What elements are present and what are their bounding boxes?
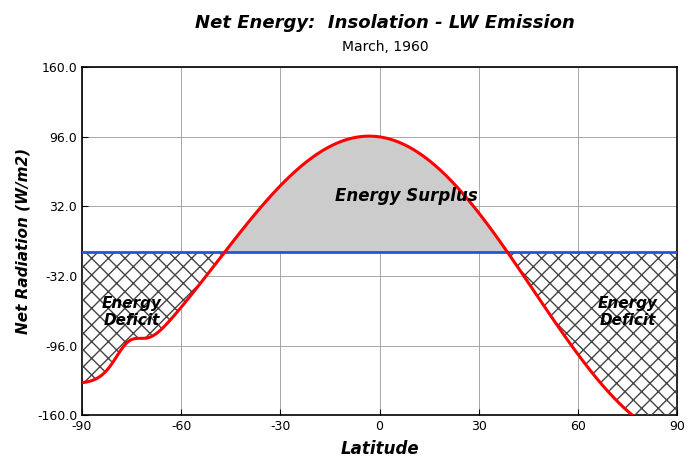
Text: March, 1960: March, 1960: [342, 40, 428, 54]
Y-axis label: Net Radiation (W/m2): Net Radiation (W/m2): [15, 148, 30, 334]
Text: Net Energy:  Insolation - LW Emission: Net Energy: Insolation - LW Emission: [195, 14, 575, 32]
Text: Energy
Deficit: Energy Deficit: [598, 296, 657, 328]
X-axis label: Latitude: Latitude: [340, 440, 419, 458]
Text: Energy Surplus: Energy Surplus: [335, 186, 477, 205]
Text: Energy
Deficit: Energy Deficit: [102, 296, 162, 328]
